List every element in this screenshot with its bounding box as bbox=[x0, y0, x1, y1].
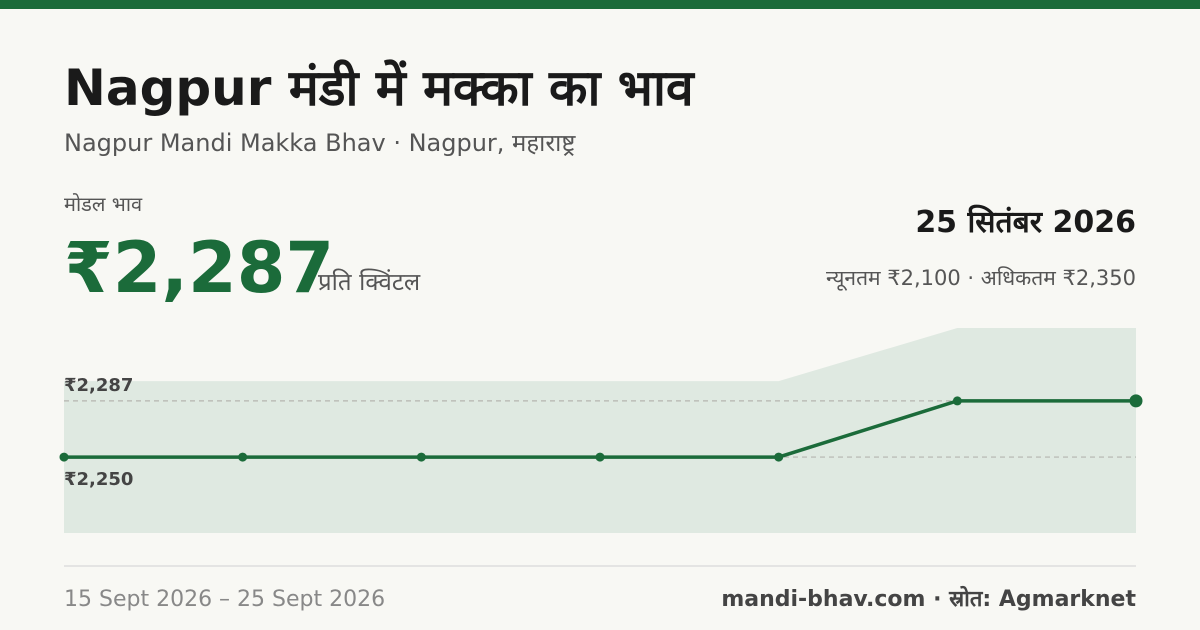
y-tick-label: ₹2,287 bbox=[64, 375, 133, 396]
point bbox=[238, 452, 248, 462]
date-range: 15 Sept 2026 – 25 Sept 2026 bbox=[64, 587, 385, 612]
y-tick-label: ₹2,250 bbox=[64, 469, 133, 490]
price: ₹2,287 bbox=[64, 227, 334, 309]
point bbox=[595, 452, 605, 462]
point bbox=[416, 452, 426, 462]
range-band bbox=[64, 328, 1136, 533]
min-max: न्यूनतम ₹2,100 · अधिकतम ₹2,350 bbox=[826, 266, 1136, 291]
point bbox=[59, 452, 69, 462]
plot: ₹2,250 ₹2,287 bbox=[59, 328, 1143, 533]
top-bar bbox=[0, 0, 1200, 9]
point bbox=[774, 452, 784, 462]
point bbox=[1129, 394, 1143, 408]
date: 25 सितंबर 2026 bbox=[915, 204, 1136, 240]
source: mandi-bhav.com · स्रोत: Agmarknet bbox=[721, 585, 1136, 612]
unit: प्रति क्विंटल bbox=[318, 268, 421, 296]
price-label: मोडल भाव bbox=[64, 192, 143, 216]
point bbox=[952, 396, 962, 406]
subtitle: Nagpur Mandi Makka Bhav · Nagpur, महाराष… bbox=[64, 129, 576, 157]
title: Nagpur मंडी में मक्का का भाव bbox=[64, 59, 696, 117]
